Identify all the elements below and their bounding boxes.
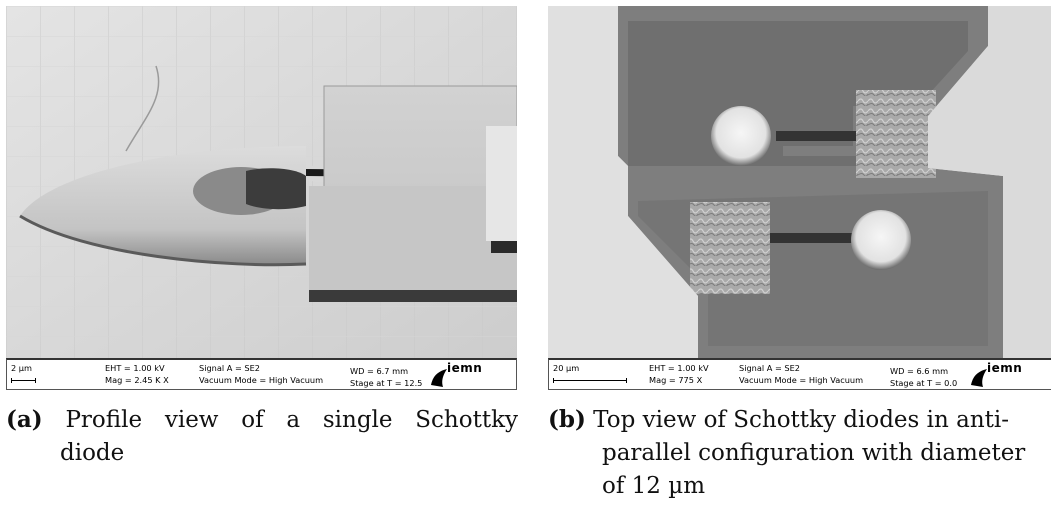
figure-b: 20 µm EHT = 1.00 kV Mag = 775 X Signal A… (548, 6, 1051, 390)
mag-value: Mag = 2.45 K X (105, 375, 169, 385)
iemn-logo: iemn (429, 362, 487, 389)
figure-a: 2 µm EHT = 1.00 kV Mag = 2.45 K X Signal… (6, 6, 517, 390)
mag-value: Mag = 775 X (649, 375, 703, 385)
wd-value: WD = 6.6 mm (890, 366, 949, 376)
logo-swoosh-icon (971, 369, 987, 387)
sem-info-bar: 2 µm EHT = 1.00 kV Mag = 2.45 K X Signal… (6, 358, 517, 390)
caption-line: (a) Profile view of a single Schottky (6, 403, 518, 437)
scale-bar (11, 378, 36, 383)
iemn-logo: iemn (969, 362, 1027, 389)
scale-label: 20 µm (553, 363, 580, 373)
scale-label: 2 µm (11, 363, 32, 373)
vacuum-mode: Vacuum Mode = High Vacuum (199, 375, 324, 385)
signal-value: Signal A = SE2 (739, 363, 800, 373)
logo-text: iemn (987, 361, 1023, 375)
caption-line: (b) Top view of Schottky diodes in anti- (548, 403, 1051, 437)
caption-line: of 12 µm (602, 473, 706, 499)
scale-bar (553, 378, 627, 383)
caption-label: (a) (6, 406, 43, 433)
eht-value: EHT = 1.00 kV (105, 363, 165, 373)
wd-value: WD = 6.7 mm (350, 366, 409, 376)
caption-text: Profile view of a single Schottky (65, 407, 519, 433)
sem-info-bar: 20 µm EHT = 1.00 kV Mag = 775 X Signal A… (548, 358, 1051, 390)
caption-b: (b) Top view of Schottky diodes in anti-… (548, 403, 1051, 503)
caption-line: parallel configuration with diameter (602, 440, 1026, 466)
stage-value: Stage at T = 0.0 (890, 378, 958, 388)
logo-text: iemn (447, 361, 483, 375)
logo-swoosh-icon (431, 369, 447, 387)
sem-image-profile-view (6, 6, 517, 358)
signal-value: Signal A = SE2 (199, 363, 260, 373)
stage-value: Stage at T = 12.5 (350, 378, 423, 388)
eht-value: EHT = 1.00 kV (649, 363, 709, 373)
caption-a: (a) Profile view of a single Schottky di… (6, 403, 518, 470)
caption-label: (b) (548, 406, 586, 433)
caption-text: Top view of Schottky diodes in anti- (593, 407, 1010, 433)
sem-image-top-view (548, 6, 1051, 358)
caption-line: diode (60, 440, 125, 466)
vacuum-mode: Vacuum Mode = High Vacuum (739, 375, 864, 385)
